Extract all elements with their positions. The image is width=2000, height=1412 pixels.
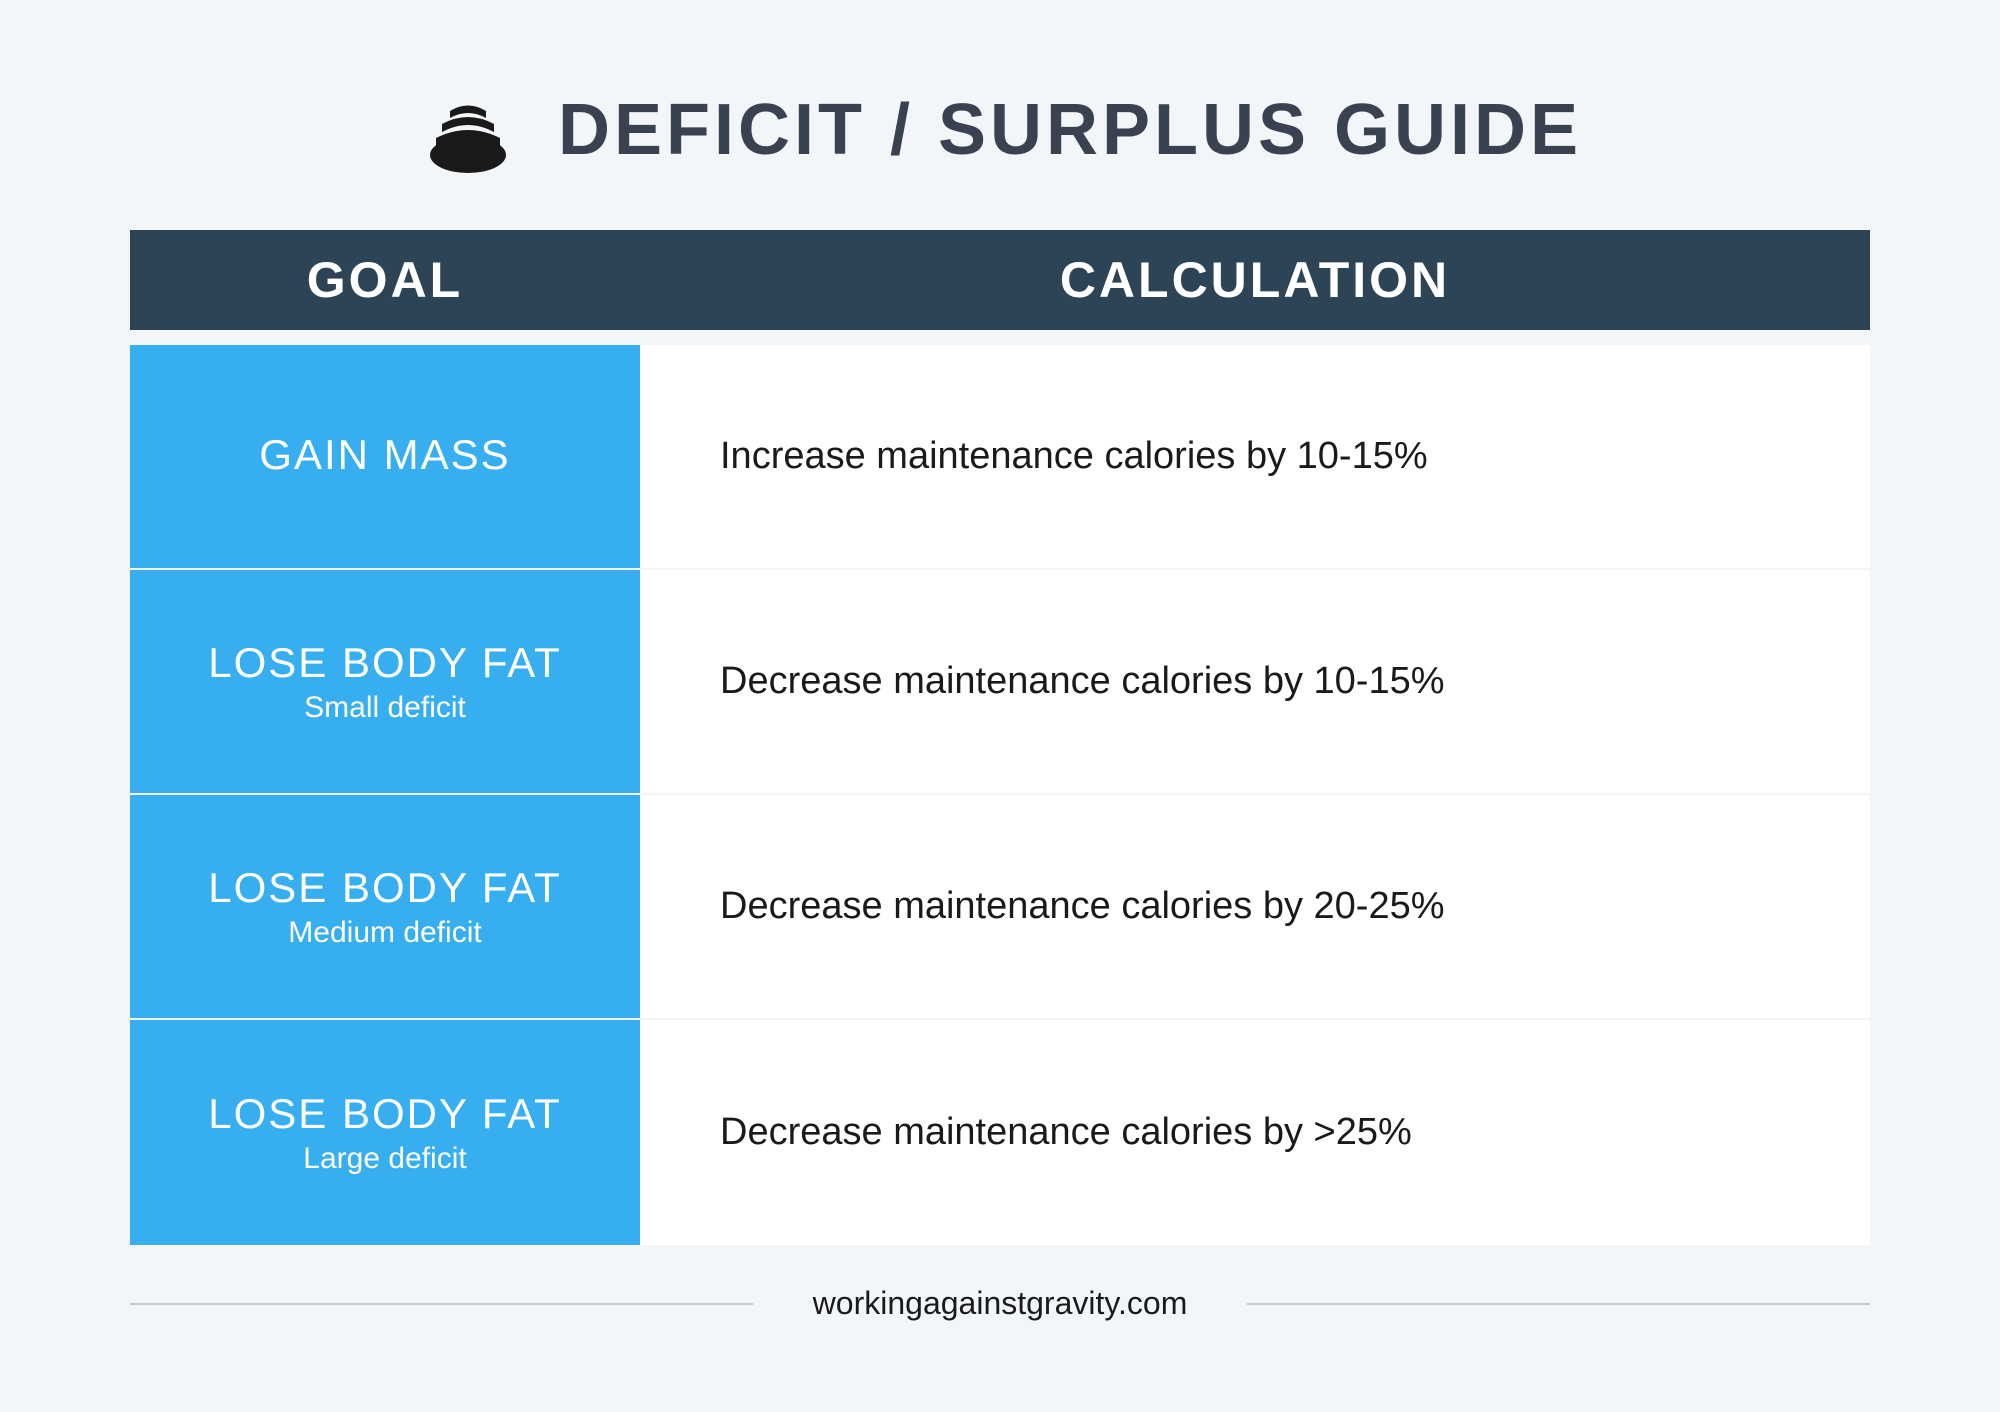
goal-subtitle: Large deficit xyxy=(303,1142,466,1176)
header: DEFICIT / SURPLUS GUIDE xyxy=(130,80,1870,180)
calculation-cell: Decrease maintenance calories by 20-25% xyxy=(640,795,1870,1018)
goal-cell: LOSE BODY FAT Large deficit xyxy=(130,1020,640,1245)
footer-url: workingagainstgravity.com xyxy=(813,1285,1188,1322)
guide-table: GOAL CALCULATION GAIN MASS Increase main… xyxy=(130,230,1870,1245)
calculation-cell: Decrease maintenance calories by >25% xyxy=(640,1020,1870,1245)
calculation-cell: Decrease maintenance calories by 10-15% xyxy=(640,570,1870,793)
goal-cell: LOSE BODY FAT Medium deficit xyxy=(130,795,640,1018)
column-header-goal: GOAL xyxy=(130,251,640,309)
table-row: LOSE BODY FAT Small deficit Decrease mai… xyxy=(130,570,1870,795)
goal-subtitle: Small deficit xyxy=(304,691,466,725)
goal-cell: LOSE BODY FAT Small deficit xyxy=(130,570,640,793)
table-header-row: GOAL CALCULATION xyxy=(130,230,1870,330)
goal-title: LOSE BODY FAT xyxy=(208,864,562,912)
column-header-calculation: CALCULATION xyxy=(640,251,1870,309)
footer: workingagainstgravity.com xyxy=(130,1285,1870,1322)
goal-title: LOSE BODY FAT xyxy=(208,639,562,687)
table-row: LOSE BODY FAT Medium deficit Decrease ma… xyxy=(130,795,1870,1020)
guide-container: DEFICIT / SURPLUS GUIDE GOAL CALCULATION… xyxy=(130,80,1870,1362)
calculation-cell: Increase maintenance calories by 10-15% xyxy=(640,345,1870,568)
table-row: LOSE BODY FAT Large deficit Decrease mai… xyxy=(130,1020,1870,1245)
logo-icon xyxy=(418,80,518,180)
table-body: GAIN MASS Increase maintenance calories … xyxy=(130,345,1870,1245)
table-row: GAIN MASS Increase maintenance calories … xyxy=(130,345,1870,570)
divider-line xyxy=(130,1303,753,1305)
goal-cell: GAIN MASS xyxy=(130,345,640,568)
goal-title: GAIN MASS xyxy=(259,431,510,479)
divider-line xyxy=(1247,1303,1870,1305)
goal-title: LOSE BODY FAT xyxy=(208,1090,562,1138)
goal-subtitle: Medium deficit xyxy=(288,916,481,950)
page-title: DEFICIT / SURPLUS GUIDE xyxy=(558,89,1582,171)
